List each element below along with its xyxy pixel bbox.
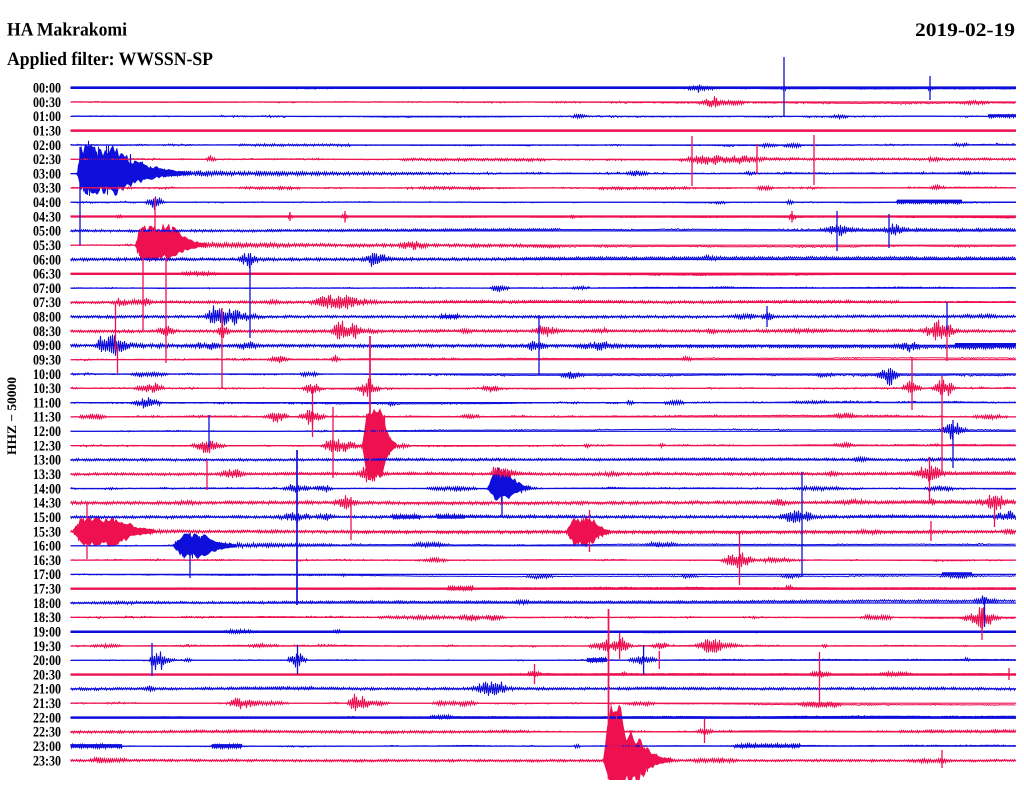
svg-text:08:00: 08:00	[33, 310, 61, 326]
svg-text:08:30: 08:30	[33, 324, 61, 340]
svg-text:18:00: 18:00	[33, 596, 61, 612]
svg-text:10:30: 10:30	[33, 381, 61, 397]
svg-text:01:30: 01:30	[33, 123, 61, 139]
svg-text:17:00: 17:00	[33, 567, 61, 583]
svg-text:06:30: 06:30	[33, 267, 61, 283]
svg-text:05:00: 05:00	[33, 224, 61, 240]
svg-text:02:00: 02:00	[33, 138, 61, 154]
svg-text:23:00: 23:00	[33, 739, 61, 755]
svg-text:15:30: 15:30	[33, 524, 61, 540]
svg-text:10:00: 10:00	[33, 367, 61, 383]
svg-text:03:00: 03:00	[33, 166, 61, 182]
svg-text:07:00: 07:00	[33, 281, 61, 297]
svg-text:21:00: 21:00	[33, 682, 61, 698]
svg-text:04:30: 04:30	[33, 209, 61, 225]
svg-text:02:30: 02:30	[33, 152, 61, 168]
svg-text:09:30: 09:30	[33, 353, 61, 369]
svg-text:HA Makrakomi: HA Makrakomi	[7, 20, 127, 41]
svg-text:13:30: 13:30	[33, 467, 61, 483]
svg-text:04:00: 04:00	[33, 195, 61, 211]
svg-text:00:30: 00:30	[33, 95, 61, 111]
svg-text:13:00: 13:00	[33, 453, 61, 469]
svg-text:05:30: 05:30	[33, 238, 61, 254]
svg-text:23:30: 23:30	[33, 753, 61, 769]
svg-text:2019-02-19: 2019-02-19	[915, 20, 1015, 41]
svg-text:HHZ − 50000: HHZ − 50000	[4, 377, 19, 455]
svg-text:00:00: 00:00	[33, 81, 61, 97]
svg-text:16:30: 16:30	[33, 553, 61, 569]
svg-text:06:00: 06:00	[33, 252, 61, 268]
svg-text:15:00: 15:00	[33, 510, 61, 526]
svg-text:11:30: 11:30	[33, 410, 61, 426]
svg-text:19:30: 19:30	[33, 639, 61, 655]
svg-text:07:30: 07:30	[33, 295, 61, 311]
svg-text:17:30: 17:30	[33, 582, 61, 598]
svg-text:20:00: 20:00	[33, 653, 61, 669]
svg-text:19:00: 19:00	[33, 625, 61, 641]
svg-text:20:30: 20:30	[33, 667, 61, 683]
svg-text:22:30: 22:30	[33, 725, 61, 741]
svg-text:12:30: 12:30	[33, 438, 61, 454]
svg-text:16:00: 16:00	[33, 539, 61, 555]
svg-text:11:00: 11:00	[33, 395, 61, 411]
svg-text:12:00: 12:00	[33, 424, 61, 440]
svg-text:03:30: 03:30	[33, 181, 61, 197]
svg-text:09:00: 09:00	[33, 338, 61, 354]
svg-text:01:00: 01:00	[33, 109, 61, 125]
svg-text:Applied filter: WWSSN-SP: Applied filter: WWSSN-SP	[7, 49, 213, 70]
svg-text:18:30: 18:30	[33, 610, 61, 626]
svg-text:14:00: 14:00	[33, 481, 61, 497]
svg-text:21:30: 21:30	[33, 696, 61, 712]
svg-text:22:00: 22:00	[33, 710, 61, 726]
svg-text:14:30: 14:30	[33, 496, 61, 512]
